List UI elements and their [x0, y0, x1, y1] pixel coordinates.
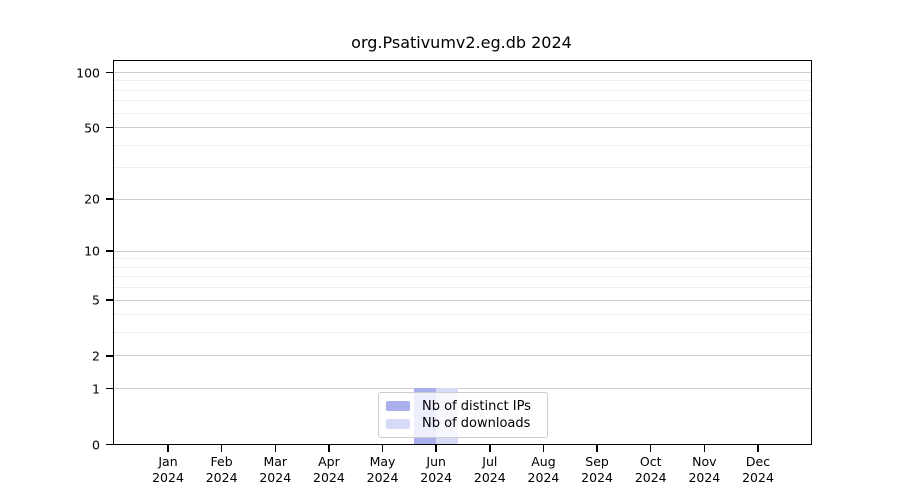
x-tick-label: May 2024: [366, 454, 399, 485]
plot-area: [113, 60, 812, 445]
x-tick-mark: [435, 445, 437, 452]
legend-swatch-distinct-ips-icon: [386, 401, 410, 412]
legend-label-distinct-ips: Nb of distinct IPs: [422, 398, 531, 414]
x-tick-label: Feb 2024: [205, 454, 238, 485]
y-tick-label: 0: [92, 437, 100, 452]
major-gridline: [114, 72, 811, 73]
minor-gridline: [114, 89, 811, 91]
x-tick-mark: [167, 445, 169, 452]
minor-gridline: [114, 314, 811, 316]
plot-canvas: [114, 61, 811, 444]
legend-swatch-downloads-icon: [386, 418, 410, 429]
x-tick-label: Mar 2024: [259, 454, 292, 485]
x-tick-mark: [489, 445, 491, 452]
x-tick-mark: [649, 445, 652, 452]
x-tick-label: Dec 2024: [742, 454, 774, 485]
minor-gridline: [114, 258, 811, 260]
legend: Nb of distinct IPs Nb of downloads: [378, 392, 548, 438]
major-gridline: [114, 198, 811, 200]
y-tick-label: 5: [92, 292, 100, 308]
x-tick-label: Jun 2024: [420, 454, 453, 485]
minor-gridline: [114, 167, 811, 169]
x-tick-mark: [274, 445, 277, 452]
x-tick-mark: [757, 445, 759, 452]
y-tick-label: 50: [84, 120, 100, 136]
legend-item-distinct-ips: Nb of distinct IPs: [386, 399, 539, 414]
y-tick-label: 1: [92, 381, 100, 397]
minor-gridline: [114, 266, 811, 268]
minor-gridline: [114, 287, 811, 289]
x-tick-mark: [220, 445, 223, 452]
minor-gridline: [114, 80, 811, 82]
x-tick-label: Aug 2024: [527, 454, 560, 485]
x-tick-mark: [328, 445, 330, 452]
y-tick-label: 20: [84, 191, 100, 207]
x-tick-label: Oct 2024: [634, 454, 667, 485]
minor-gridline: [114, 112, 811, 114]
major-gridline: [114, 299, 811, 301]
major-gridline: [114, 127, 811, 129]
minor-gridline: [114, 144, 811, 146]
x-tick-label: Jan 2024: [152, 454, 184, 485]
x-tick-label: Nov 2024: [688, 454, 721, 485]
minor-gridline: [114, 100, 811, 102]
chart-title: org.Psativumv2.eg.db 2024: [351, 33, 572, 52]
y-tick-label: 10: [84, 243, 100, 259]
major-gridline: [114, 355, 811, 357]
x-tick-label: Jul 2024: [473, 454, 506, 485]
x-tick-label: Sep 2024: [581, 454, 613, 485]
x-tick-mark: [542, 445, 545, 452]
legend-item-downloads: Nb of downloads: [386, 416, 539, 431]
major-gridline: [114, 250, 811, 252]
minor-gridline: [114, 276, 811, 278]
y-tick-label: 100: [76, 65, 100, 80]
minor-gridline: [114, 332, 811, 334]
x-tick-label: Apr 2024: [313, 454, 345, 485]
x-tick-mark: [596, 445, 598, 452]
x-tick-mark: [703, 445, 706, 452]
major-gridline: [114, 388, 811, 390]
legend-label-downloads: Nb of downloads: [422, 416, 531, 432]
x-tick-mark: [381, 445, 384, 452]
y-tick-label: 2: [92, 348, 100, 364]
